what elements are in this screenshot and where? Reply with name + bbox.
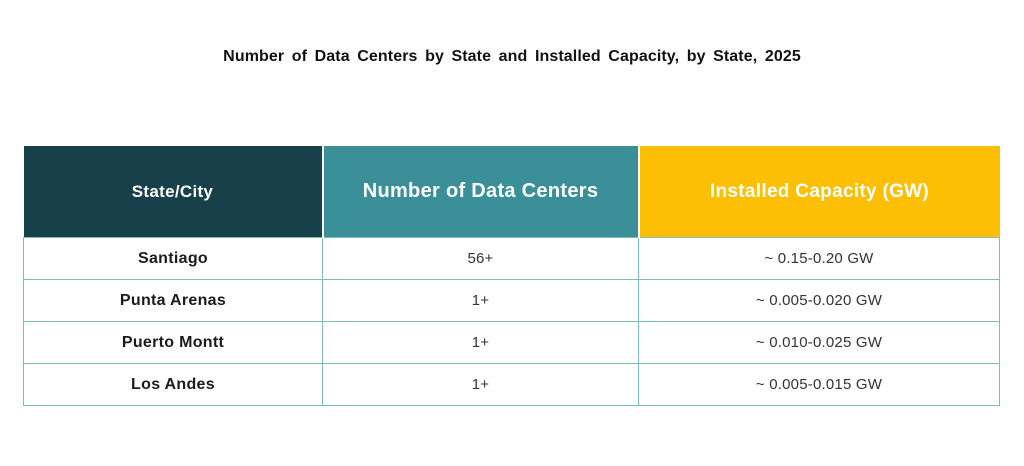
- cell-installed-capacity: ~ 0.005-0.015 GW: [638, 363, 1000, 406]
- cell-installed-capacity: ~ 0.010-0.025 GW: [638, 321, 1000, 364]
- cell-state-city: Puerto Montt: [23, 321, 323, 364]
- cell-num-data-centers: 56+: [322, 237, 639, 280]
- cell-num-data-centers: 1+: [322, 279, 639, 322]
- cell-installed-capacity: ~ 0.15-0.20 GW: [638, 237, 1000, 280]
- cell-state-city: Punta Arenas: [23, 279, 323, 322]
- header-state-city: State/City: [23, 146, 323, 238]
- header-number-of-data-centers: Number of Data Centers: [321, 146, 639, 238]
- table-row: Puerto Montt 1+ ~ 0.010-0.025 GW: [23, 321, 1000, 364]
- table-row: Santiago 56+ ~ 0.15-0.20 GW: [23, 237, 1000, 280]
- header-installed-capacity: Installed Capacity (GW): [637, 146, 1000, 238]
- cell-installed-capacity: ~ 0.005-0.020 GW: [638, 279, 1000, 322]
- data-centers-table: State/City Number of Data Centers Instal…: [23, 146, 1000, 406]
- cell-num-data-centers: 1+: [322, 321, 639, 364]
- table-row: Punta Arenas 1+ ~ 0.005-0.020 GW: [23, 279, 1000, 322]
- table-row: Los Andes 1+ ~ 0.005-0.015 GW: [23, 363, 1000, 406]
- figure-title: Number of Data Centers by State and Inst…: [223, 48, 801, 65]
- cell-state-city: Santiago: [23, 237, 323, 280]
- cell-num-data-centers: 1+: [322, 363, 639, 406]
- header-row: State/City Number of Data Centers Instal…: [23, 146, 1000, 238]
- cell-state-city: Los Andes: [23, 363, 323, 406]
